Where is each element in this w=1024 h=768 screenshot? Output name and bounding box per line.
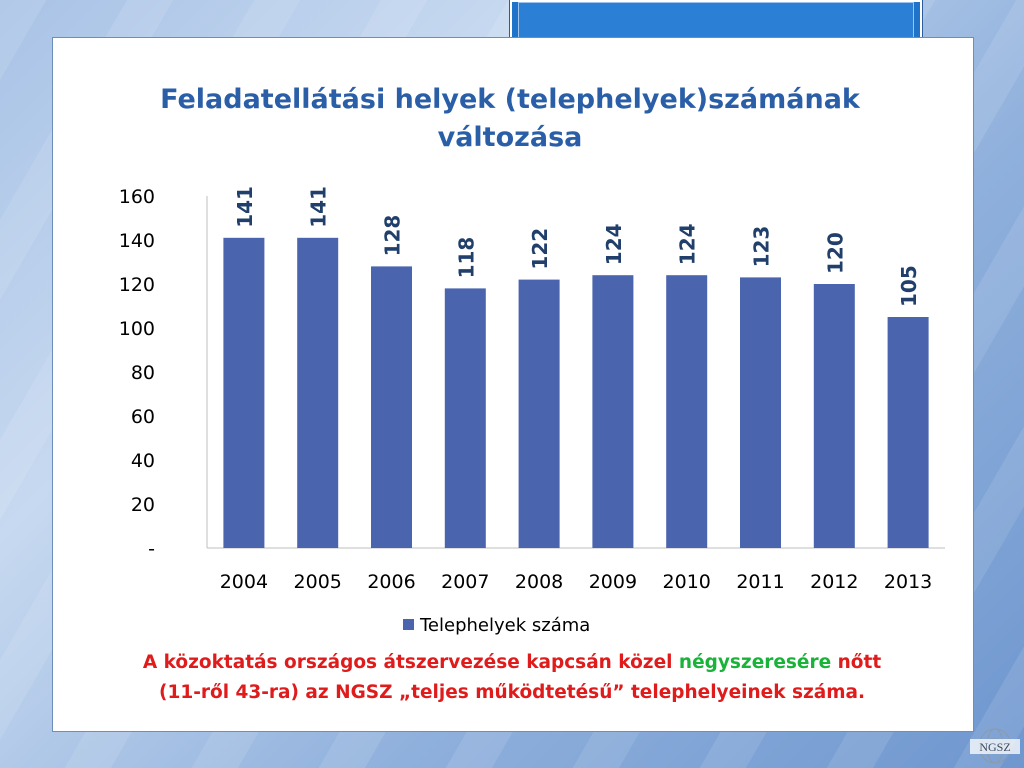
ngsz-logo: NGSZ	[970, 728, 1020, 764]
bar-data-label: 122	[528, 228, 552, 270]
x-tick-label: 2006	[367, 571, 415, 593]
bar	[518, 279, 560, 548]
chart-title-line1: Feladatellátási helyek (telephelyek)szám…	[160, 84, 860, 115]
footer-text-part1: A közoktatás országos átszervezése kapcs…	[142, 652, 679, 673]
bar	[223, 237, 265, 549]
x-tick-label: 2004	[220, 571, 268, 593]
bar	[592, 275, 634, 548]
bar-data-label: 128	[381, 215, 405, 257]
bar	[444, 288, 486, 548]
x-tick-label: 2011	[736, 571, 784, 593]
footer-line2: (11-ről 43-ra) az NGSZ „teljes működteté…	[159, 682, 865, 703]
bar-data-label: 124	[602, 223, 626, 265]
y-tick-label: 120	[119, 274, 155, 296]
x-tick-label: 2013	[884, 571, 932, 593]
bar	[371, 266, 412, 548]
y-tick-label: 40	[131, 450, 155, 472]
x-tick-label: 2007	[441, 571, 489, 593]
chart-title-line2: változása	[437, 122, 583, 153]
bar-data-label: 118	[454, 237, 478, 279]
footer-highlight: négyszeresére	[678, 652, 832, 673]
x-tick-label: 2010	[663, 571, 711, 593]
chart-title: Feladatellátási helyek (telephelyek)szám…	[60, 81, 960, 157]
x-tick-label: 2012	[810, 571, 858, 593]
bar-data-label: 120	[823, 232, 847, 274]
legend-label: Telephelyek száma	[419, 615, 590, 636]
bar	[740, 277, 781, 548]
bar	[813, 284, 855, 548]
bar-data-label: 141	[233, 186, 257, 228]
footer-note: A közoktatás országos átszervezése kapcs…	[60, 648, 964, 708]
footer-line1: A közoktatás országos átszervezése kapcs…	[60, 648, 964, 678]
footer-text-part2: nőtt	[831, 652, 882, 673]
bar	[666, 275, 708, 548]
y-tick-label: 140	[119, 230, 155, 252]
bar-data-label: 123	[750, 226, 774, 268]
bar	[297, 237, 339, 549]
bar-data-label: 105	[897, 265, 921, 307]
y-tick-label: 80	[131, 362, 155, 384]
bar-data-label: 124	[676, 223, 700, 265]
bar	[887, 317, 929, 548]
x-tick-label: 2005	[294, 571, 342, 593]
y-tick-label: 100	[119, 318, 155, 340]
y-tick-label: 20	[131, 494, 155, 516]
logo-text: NGSZ	[979, 740, 1010, 754]
y-tick-label: 160	[119, 186, 155, 208]
y-tick-label: -	[148, 538, 155, 560]
x-tick-label: 2009	[589, 571, 637, 593]
legend-swatch	[403, 619, 414, 630]
x-tick-label: 2008	[515, 571, 563, 593]
y-tick-label: 60	[131, 406, 155, 428]
bar-data-label: 141	[307, 186, 331, 228]
